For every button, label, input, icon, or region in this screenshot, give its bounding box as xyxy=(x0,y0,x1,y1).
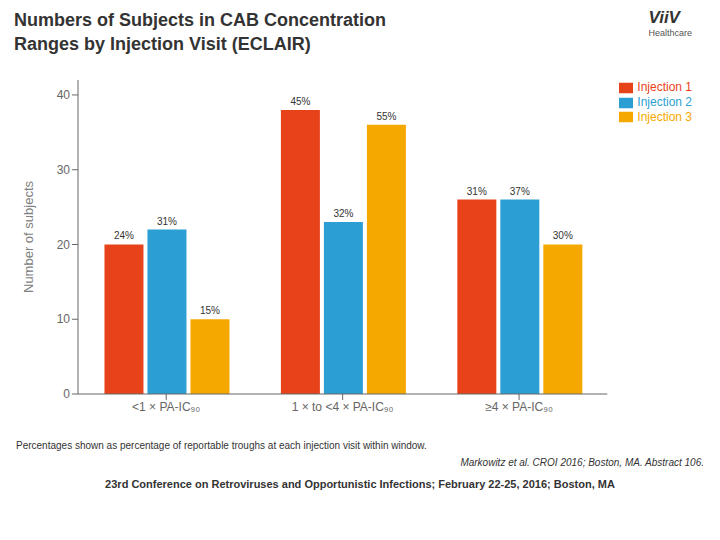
svg-text:≥4 × PA-IC₉₀: ≥4 × PA-IC₉₀ xyxy=(485,400,553,414)
svg-text:30%: 30% xyxy=(553,230,573,241)
html-text:Ranges by Injection Visit (ECL: Ranges by Injection Visit (ECLAIR) xyxy=(14,34,311,54)
svg-text:45%: 45% xyxy=(290,96,310,107)
html-text:Healthcare: Healthcare xyxy=(648,28,692,38)
svg-text:31%: 31% xyxy=(157,216,177,227)
svg-text:0: 0 xyxy=(63,387,70,401)
svg-text:37%: 37% xyxy=(510,186,530,197)
html-text:Percentages shown as percentag: Percentages shown as percentage of repor… xyxy=(16,440,427,451)
svg-text:10: 10 xyxy=(57,312,71,326)
svg-text:40: 40 xyxy=(57,88,71,102)
html-text:23rd Conference on Retroviruse: 23rd Conference on Retroviruses and Oppo… xyxy=(105,478,615,490)
html-text:Injection 2: Injection 2 xyxy=(637,94,692,109)
html-text:Injection 3: Injection 3 xyxy=(637,109,692,124)
html-text:Markowitz et al. CROI 2016; Bo: Markowitz et al. CROI 2016; Boston, MA. … xyxy=(460,457,704,468)
svg-text:Number of subjects: Number of subjects xyxy=(21,181,36,293)
html-text:ViiV: ViiV xyxy=(648,8,680,27)
svg-text:15%: 15% xyxy=(200,305,220,316)
svg-text:1 × to <4 × PA-IC₉₀: 1 × to <4 × PA-IC₉₀ xyxy=(292,400,394,414)
svg-text:30: 30 xyxy=(57,163,71,177)
svg-text:55%: 55% xyxy=(376,111,396,122)
svg-text:31%: 31% xyxy=(467,186,487,197)
html-text:Numbers of Subjects in CAB Con: Numbers of Subjects in CAB Concentration xyxy=(14,10,386,30)
svg-text:24%: 24% xyxy=(114,230,134,241)
svg-text:32%: 32% xyxy=(333,208,353,219)
html-text:Injection 1: Injection 1 xyxy=(637,80,692,94)
svg-text:<1 × PA-IC₉₀: <1 × PA-IC₉₀ xyxy=(132,400,200,414)
svg-text:20: 20 xyxy=(57,238,71,252)
